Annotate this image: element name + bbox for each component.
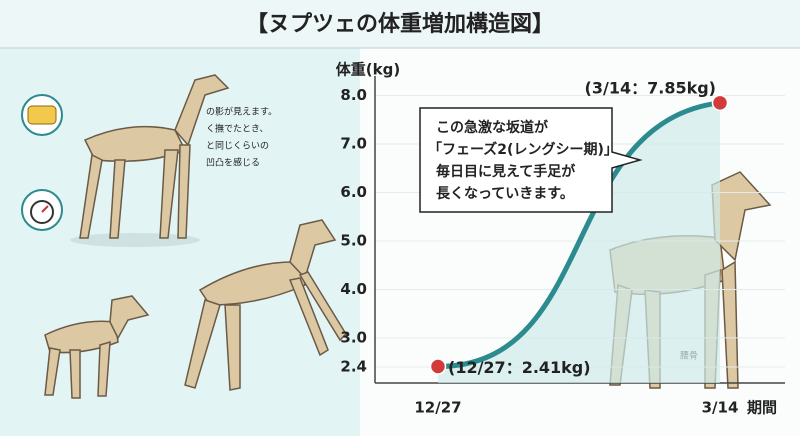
y-tick-label: 4.0	[340, 280, 367, 298]
x-axis-label: 期間	[747, 399, 777, 417]
x-tick-label: 12/27	[414, 399, 461, 417]
annotation: 長くなっていきます。	[436, 186, 574, 202]
value-label: (12/27：2.41kg)	[448, 358, 591, 377]
annotation: この急激な坂道が	[436, 119, 549, 136]
x-tick-label: 3/14	[702, 399, 739, 417]
dog-running	[184, 219, 347, 391]
note: 凹凸を感じる	[206, 157, 260, 169]
point	[429, 358, 447, 375]
callout-box	[419, 107, 643, 213]
y-tick-label: 5.0	[340, 231, 367, 249]
chart-title: 【ヌプツェの体重増加構造図】	[246, 11, 554, 37]
y-tick-label: 7.0	[340, 135, 367, 153]
line	[437, 100, 721, 370]
y-axis-label: 体重(kg)	[336, 61, 400, 79]
note: と同じくらいの	[206, 141, 269, 152]
stopwatch-icon	[21, 189, 63, 231]
note: く撫でたとき、	[206, 123, 268, 135]
ruler-icon	[21, 94, 63, 136]
y-tick-label: 2.4	[340, 358, 367, 376]
y-tick-label: 6.0	[340, 183, 367, 201]
note: の影が見えます。	[206, 106, 277, 118]
annotation: 「フェーズ2(レングシー期)」	[428, 141, 618, 158]
dog-adult	[70, 74, 230, 247]
point	[711, 94, 729, 112]
title-band	[0, 0, 800, 48]
value-label: (3/14：7.85kg)	[585, 78, 716, 97]
y-tick-label: 8.0	[340, 86, 367, 104]
annotation: 毎日目に見えて手足が	[436, 163, 576, 180]
dog-puppy	[44, 295, 150, 399]
y-tick-label: 3.0	[340, 328, 367, 346]
